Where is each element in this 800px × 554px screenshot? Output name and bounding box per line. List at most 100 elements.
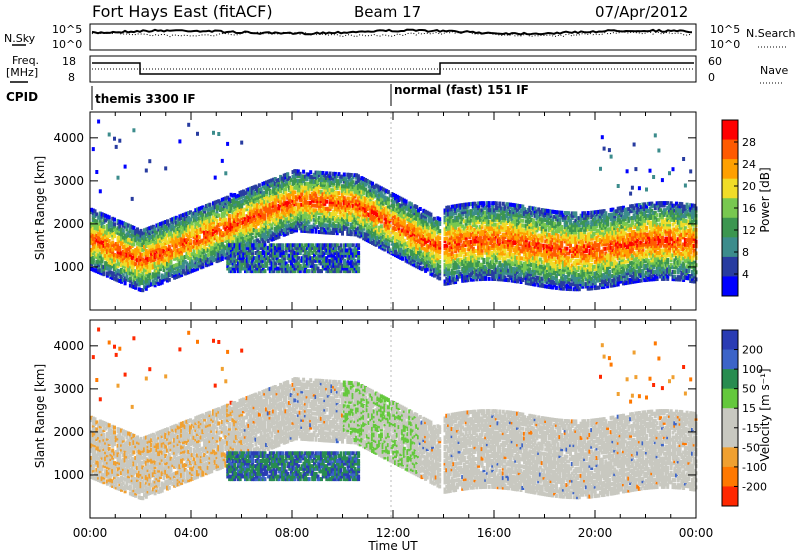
rti-cell [201, 207, 205, 212]
rti-cell [341, 217, 344, 222]
rti-cell [282, 197, 286, 202]
rti-cell [134, 271, 138, 276]
rti-cell [236, 201, 240, 205]
rti-cell [220, 233, 224, 238]
rti-cell [160, 261, 164, 266]
rti-cell [105, 250, 109, 255]
rti-cell [339, 186, 343, 191]
rti-cell [288, 209, 291, 214]
rti-cell [275, 221, 279, 226]
rti-cell [113, 243, 116, 248]
rti-cell [349, 213, 353, 218]
rti-cell [107, 217, 111, 222]
rti-cell [181, 241, 185, 246]
rti-cell [95, 247, 99, 252]
rti-cell [286, 224, 290, 229]
rti-cell [341, 198, 344, 203]
rti-cell [231, 193, 235, 198]
rti-cell [265, 237, 268, 242]
rti-cell [194, 265, 198, 269]
rti-cell [219, 229, 222, 234]
rti-cell [116, 259, 120, 264]
rti-cell [254, 217, 258, 222]
rti-cell [194, 215, 198, 220]
rti-cell [137, 268, 141, 273]
rti-cell [141, 231, 145, 236]
rti-cell [298, 178, 302, 183]
rti-cell [224, 208, 228, 213]
rti-cell [100, 228, 104, 233]
rti-cell [178, 233, 182, 238]
rti-cell [300, 209, 304, 214]
rti-cell [139, 278, 143, 283]
rti-cell [125, 251, 129, 256]
rti-cell [323, 209, 327, 213]
nsky-frame [89, 23, 697, 51]
rti-cell [128, 259, 132, 264]
rti-cell [312, 222, 316, 227]
rti-cell [197, 223, 201, 228]
rti-cell [139, 276, 143, 281]
rti-cell [160, 273, 164, 278]
rti-cell [114, 277, 118, 282]
rti-cell [210, 206, 214, 211]
rti-cell [150, 239, 154, 244]
rti-cell [100, 221, 104, 226]
rti-cell [213, 226, 217, 231]
rti-cell [353, 213, 357, 218]
freq-label: Freq. [12, 54, 39, 67]
rti-cell [127, 266, 131, 271]
rti-cell [318, 196, 321, 201]
rti-cell [305, 177, 309, 182]
rti-cell [104, 246, 108, 251]
rti-cell [219, 205, 222, 210]
rti-cell [219, 238, 222, 243]
rti-cell [335, 214, 339, 219]
rti-cell [360, 206, 364, 211]
rti-cell [266, 196, 270, 201]
rti-cell [174, 251, 178, 256]
rti-cell [180, 270, 184, 275]
rti-cell [330, 181, 334, 186]
rti-cell [104, 265, 108, 270]
rti-cell [196, 245, 199, 250]
rti-cell [111, 254, 115, 259]
rti-cell [325, 218, 329, 223]
rti-cell [132, 270, 136, 275]
rti-cell [265, 180, 268, 185]
rti-cell [362, 215, 366, 219]
rti-cell [257, 216, 261, 221]
rti-cell [268, 214, 272, 219]
rti-cell [104, 218, 108, 223]
rti-cell [242, 220, 245, 225]
rti-cell [187, 237, 191, 241]
rti-cell [242, 199, 245, 203]
rti-cell [314, 177, 318, 182]
rti-cell [233, 228, 237, 233]
rti-cell [123, 236, 127, 241]
rti-cell [288, 195, 291, 200]
rti-cell [240, 221, 244, 225]
rti-cell [183, 259, 187, 264]
rti-cell [300, 202, 304, 207]
rti-cell [167, 247, 171, 251]
rti-cell [176, 250, 180, 255]
rti-cell [227, 197, 231, 202]
rti-cell [137, 242, 141, 247]
rti-cell [257, 240, 261, 245]
rti-cell [254, 184, 258, 189]
rti-cell [337, 207, 341, 212]
rti-cell [208, 216, 212, 221]
rti-cell [95, 245, 99, 250]
rti-cell [243, 238, 247, 243]
rti-cell [201, 257, 205, 262]
rti-cell [155, 242, 159, 247]
rti-cell [123, 250, 127, 255]
rti-cell [348, 196, 352, 201]
rti-cell [296, 193, 300, 197]
rti-cell [208, 221, 212, 226]
rti-cell [144, 248, 148, 253]
rti-cell [167, 223, 171, 228]
rti-cell [153, 273, 157, 278]
rti-cell [358, 203, 362, 208]
